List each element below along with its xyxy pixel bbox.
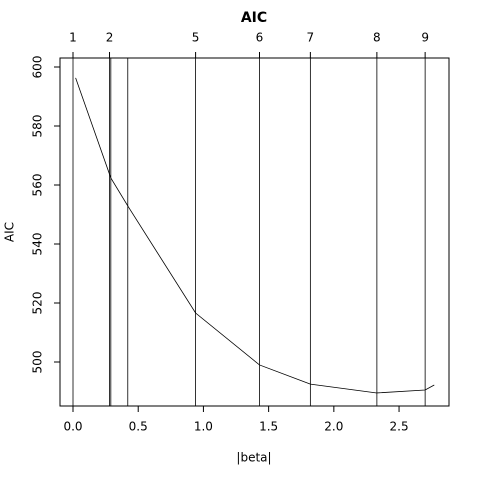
y-axis-label: AIC: [3, 222, 17, 242]
x-axis-label: |beta|: [236, 451, 271, 465]
top-tick-label: 5: [192, 31, 200, 45]
x-tick-label: 2.5: [390, 420, 409, 434]
top-tick-label: 7: [307, 31, 315, 45]
chart-title: AIC: [241, 10, 267, 26]
x-tick-label: 2.0: [324, 420, 343, 434]
y-tick-label: 580: [31, 115, 45, 138]
y-tick-label: 500: [31, 351, 45, 374]
y-tick-label: 520: [31, 292, 45, 315]
x-tick-label: 1.5: [259, 420, 278, 434]
x-tick-label: 0.0: [63, 420, 82, 434]
x-tick-label: 1.0: [194, 420, 213, 434]
top-tick-label: 8: [373, 31, 381, 45]
data-line: [75, 77, 435, 394]
top-tick-label: 2: [106, 31, 114, 45]
top-tick-label: 6: [256, 31, 264, 45]
y-tick-label: 600: [31, 56, 45, 79]
top-tick-label: 1: [69, 31, 77, 45]
x-tick-label: 0.5: [129, 420, 148, 434]
y-tick-label: 560: [31, 174, 45, 197]
plot-frame: [59, 57, 450, 407]
top-tick-label: 9: [421, 31, 429, 45]
y-tick-label: 540: [31, 233, 45, 256]
